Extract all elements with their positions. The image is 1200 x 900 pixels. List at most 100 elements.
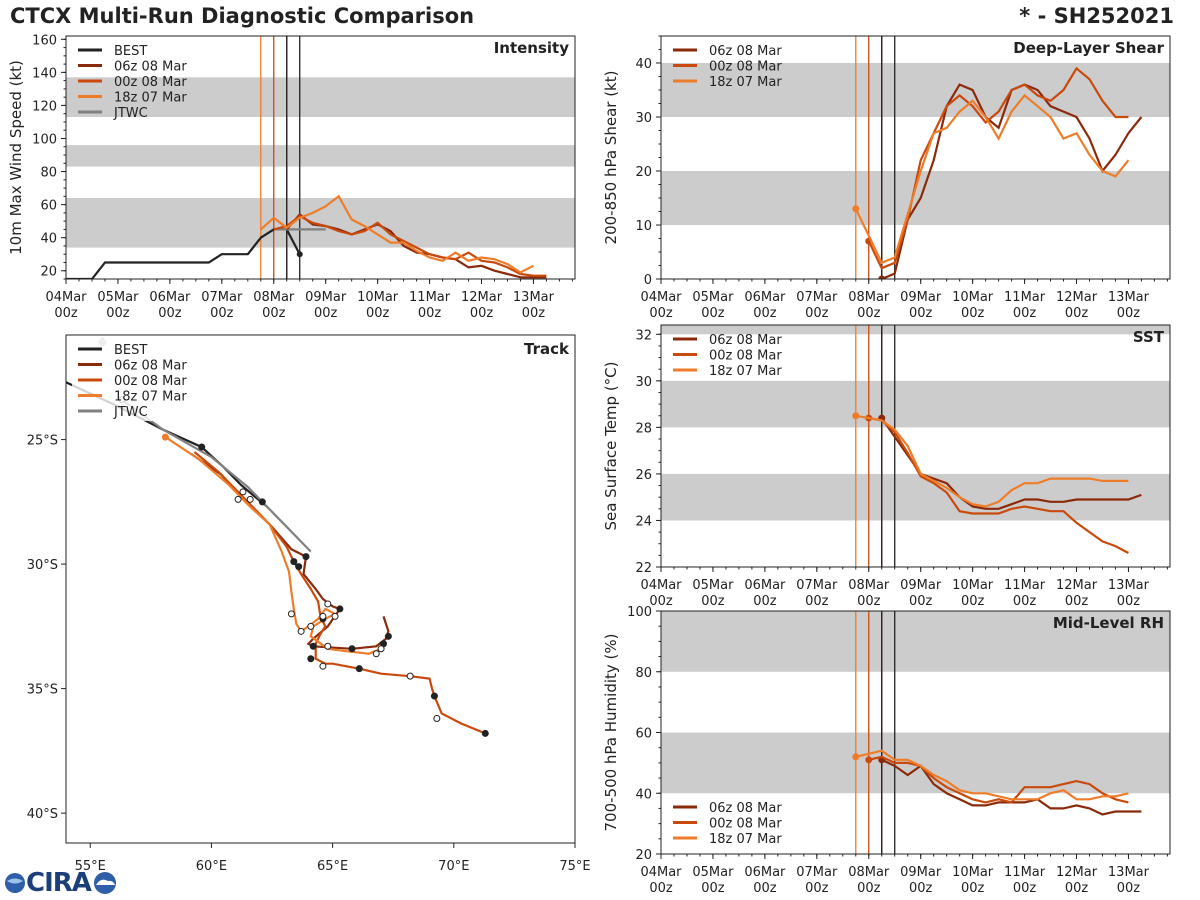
plot-frame (65, 35, 576, 280)
y-tick-label: 35°S (27, 683, 58, 698)
series-group (66, 194, 547, 279)
y-tick-label: 100 (627, 605, 652, 620)
series-line-00z-08-mar (868, 755, 1129, 804)
x-tick-label-hour: 00z (961, 306, 985, 321)
series-line-18z-07-mar (260, 194, 534, 274)
series-line-00z-08-mar (273, 214, 547, 277)
x-tick-label-hour: 00z (857, 881, 881, 896)
track-point-open (433, 714, 441, 722)
track-line-jtwc (121, 398, 312, 553)
storm-id: * - SH252021 (1019, 4, 1174, 28)
y-tick-label: 25°S (27, 434, 58, 449)
legend-label: 18z 07 Mar (709, 364, 782, 379)
legend-label: 00z 08 Mar (709, 817, 782, 832)
track-point-open (287, 610, 295, 618)
x-tick-label-hour: 00z (909, 306, 933, 321)
y-axis-label: 200-850 hPa Shear (kt) (602, 71, 620, 245)
x-tick-label-date: 13Mar (1108, 290, 1150, 305)
track-point-filled (355, 665, 363, 673)
x-tick-label-date: 11Mar (1004, 578, 1046, 593)
x-tick-label-date: 06Mar (149, 290, 191, 305)
y-tick-label: 40 (40, 232, 57, 247)
y-tick-label: 60 (40, 199, 57, 214)
x-tick-label-hour: 00z (805, 594, 829, 609)
x-tick-label-hour: 00z (158, 306, 182, 321)
cira-logo: CIRA (4, 868, 119, 898)
shaded-band (661, 611, 1170, 672)
cloud-logo-icon (93, 872, 116, 894)
y-tick-label: 40°S (27, 807, 58, 822)
track-point-open (377, 645, 385, 653)
track-point-open (406, 672, 414, 680)
chart-sst: 22242628303204Mar00z05Mar00z06Mar00z07Ma… (602, 324, 1171, 609)
track-point-filled (302, 553, 310, 561)
legend-label: 18z 07 Mar (709, 75, 782, 90)
track-point-filled (336, 605, 344, 613)
x-tick-label-date: 08Mar (848, 865, 890, 880)
chart-intensity: 2040608010012014016004Mar00z05Mar00z06Ma… (7, 33, 576, 321)
legend-label: 00z 08 Mar (709, 349, 782, 364)
y-tick-label: 100 (32, 132, 57, 147)
track-point-filled (430, 692, 438, 700)
y-tick-label: 120 (32, 99, 57, 114)
track-point-filled (481, 729, 489, 737)
best-end-marker (296, 251, 303, 258)
track-point-filled (290, 558, 298, 566)
x-tick-label-date: 04Mar (640, 290, 682, 305)
y-tick-label: 28 (635, 421, 652, 436)
series-start-marker (852, 205, 860, 213)
track-point-filled (384, 632, 392, 640)
y-tick-label: 20 (635, 848, 652, 863)
shaded-band (661, 380, 1170, 428)
legend-label: 18z 07 Mar (709, 832, 782, 847)
shaded-band (66, 77, 575, 117)
x-tick-label: 55°E (75, 859, 106, 874)
shaded-band (66, 198, 575, 248)
x-tick-label: 65°E (317, 859, 348, 874)
x-tick-label-hour: 00z (314, 306, 338, 321)
legend-label: 06z 08 Mar (709, 333, 782, 348)
legend-label: 18z 07 Mar (114, 91, 187, 106)
x-tick-label-date: 10Mar (952, 865, 994, 880)
x-tick-label-date: 12Mar (1056, 865, 1098, 880)
x-tick-label-date: 11Mar (409, 290, 451, 305)
chart-track: 55°E 60°E 65°E 70°E 75°E 25°S 30°S 35°S 40°S Trac… (27, 334, 591, 874)
x-tick-label: 75°E (559, 859, 590, 874)
x-tick-label-date: 10Mar (952, 290, 994, 305)
series-start-marker (865, 756, 873, 764)
x-tick-label-hour: 00z (649, 881, 673, 896)
x-tick-label-hour: 00z (857, 306, 881, 321)
x-tick-label-date: 10Mar (952, 578, 994, 593)
x-tick-label-date: 13Mar (1108, 865, 1150, 880)
x-tick-label-hour: 00z (1065, 594, 1089, 609)
y-tick-label: 140 (32, 66, 57, 81)
globe-icon (5, 873, 25, 893)
legend-label: 06z 08 Mar (709, 44, 782, 59)
y-tick-label: 80 (635, 666, 652, 681)
x-tick-label-date: 11Mar (1004, 290, 1046, 305)
track-series-group (66, 338, 489, 737)
series-line-00z-08-mar (868, 417, 1129, 554)
x-tick-label-hour: 00z (1013, 881, 1037, 896)
x-tick-label-date: 13Mar (1108, 578, 1150, 593)
x-tick-label-hour: 00z (418, 306, 442, 321)
x-tick-label-date: 08Mar (848, 578, 890, 593)
y-tick-label: 26 (635, 468, 652, 483)
legend-label: JTWC (113, 405, 148, 420)
track-point-filled (161, 433, 169, 441)
y-tick-label: 30°S (27, 558, 58, 573)
x-tick-label-date: 11Mar (1004, 865, 1046, 880)
panel-title: Track (524, 340, 570, 358)
x-tick-label-date: 06Mar (744, 578, 786, 593)
x-tick-label-date: 12Mar (1056, 578, 1098, 593)
series-line-18z-07-mar (854, 93, 1130, 265)
y-tick-label: 30 (635, 375, 652, 390)
x-tick-label-hour: 00z (909, 594, 933, 609)
x-tick-label-date: 05Mar (692, 578, 734, 593)
series-start-marker (878, 275, 886, 279)
x-tick-label-date: 07Mar (201, 290, 243, 305)
series-line-best (66, 228, 301, 279)
series-start-marker (852, 753, 860, 761)
series-line-18z-07-mar (855, 414, 1129, 508)
legend-label: 18z 07 Mar (114, 390, 187, 405)
